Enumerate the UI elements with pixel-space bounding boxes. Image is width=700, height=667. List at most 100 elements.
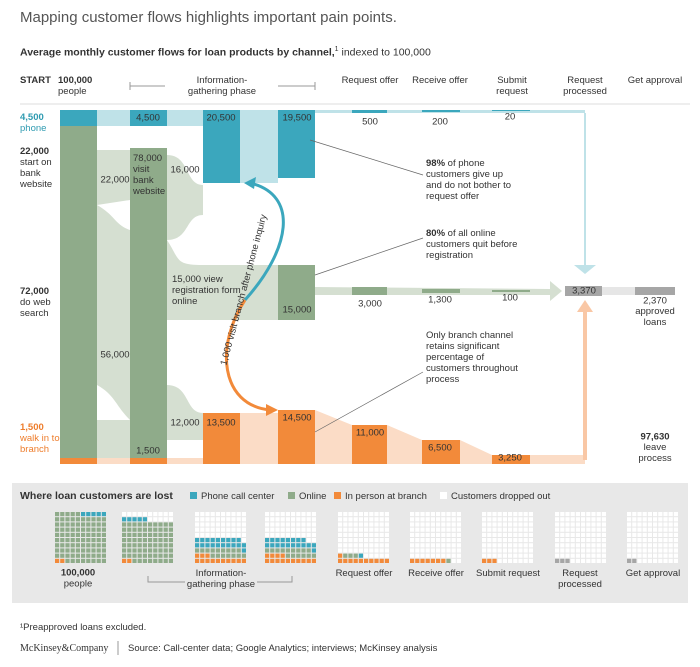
waffle-cell-empty xyxy=(642,558,647,563)
waffle-cell-empty xyxy=(205,522,210,527)
waffle-cell xyxy=(153,543,158,548)
waffle-cell xyxy=(236,553,241,558)
waffle-cell-empty xyxy=(570,558,575,563)
waffle-cell-empty xyxy=(353,543,358,548)
legend-swatch xyxy=(288,492,295,499)
waffle-cell-empty xyxy=(508,517,513,522)
waffle-cell-empty xyxy=(528,553,533,558)
waffle-cell-empty xyxy=(570,517,575,522)
waffle-cell-empty xyxy=(632,532,637,537)
waffle-cell xyxy=(86,548,91,553)
waffle-cell-empty xyxy=(637,553,642,558)
waffle-cell-empty xyxy=(647,538,652,543)
waffle-cell-empty xyxy=(586,538,591,543)
waffle-cell-empty xyxy=(601,558,606,563)
waffle-cell-empty xyxy=(591,512,596,517)
waffle-cell-empty xyxy=(275,527,280,532)
waffle-cell-empty xyxy=(637,532,642,537)
waffle-cell xyxy=(200,553,205,558)
waffle-cell-empty xyxy=(343,527,348,532)
waffle-cell xyxy=(65,517,70,522)
waffle-cell xyxy=(306,558,311,563)
waffle-cell-empty xyxy=(379,512,384,517)
waffle-cell-empty xyxy=(632,553,637,558)
flow-label: 13,500 xyxy=(206,417,236,429)
waffle-cell-empty xyxy=(226,527,231,532)
flow xyxy=(167,458,203,464)
waffle-cell-empty xyxy=(586,512,591,517)
bar xyxy=(278,265,315,320)
waffle-cell-empty xyxy=(241,517,246,522)
waffle-cell xyxy=(70,522,75,527)
waffle-cell-empty xyxy=(497,532,502,537)
flow-gap xyxy=(97,200,130,420)
waffle-cell xyxy=(210,558,215,563)
waffle-cell xyxy=(236,543,241,548)
waffle-cell-empty xyxy=(518,543,523,548)
waffle-cell-empty xyxy=(425,527,430,532)
waffle-cell-empty xyxy=(555,512,560,517)
waffle-cell-empty xyxy=(497,553,502,558)
waffle-cell-empty xyxy=(280,522,285,527)
waffle-cell-empty xyxy=(410,517,415,522)
annotation: 80% of all online customers quit before … xyxy=(426,228,518,261)
waffle-cell xyxy=(65,543,70,548)
waffle-cell-empty xyxy=(446,517,451,522)
waffle-cell-empty xyxy=(523,553,528,558)
waffle-cell-empty xyxy=(508,538,513,543)
waffle-cell-empty xyxy=(523,517,528,522)
waffle-cell-empty xyxy=(581,538,586,543)
waffle-cell-empty xyxy=(508,532,513,537)
waffle-cell xyxy=(280,548,285,553)
waffle-cell-empty xyxy=(358,527,363,532)
waffle-cell-empty xyxy=(205,527,210,532)
waffle-cell-empty xyxy=(275,512,280,517)
waffle-cell-empty xyxy=(364,512,369,517)
waffle-cell-empty xyxy=(358,548,363,553)
waffle-cell-empty xyxy=(591,558,596,563)
waffle-cell-empty xyxy=(410,512,415,517)
header-bracket xyxy=(129,82,316,90)
waffle-cell-empty xyxy=(591,543,596,548)
waffle-cell-empty xyxy=(420,538,425,543)
waffle-cell xyxy=(142,522,147,527)
stage-header: Get approval xyxy=(627,75,683,86)
waffle-cell-empty xyxy=(518,553,523,558)
waffle-cell-empty xyxy=(632,512,637,517)
waffle-cell xyxy=(153,522,158,527)
waffle-cell-empty xyxy=(265,517,270,522)
waffle-cell-empty xyxy=(291,512,296,517)
waffle-cell-empty xyxy=(369,543,374,548)
bar xyxy=(352,425,387,464)
waffle-cell-empty xyxy=(153,517,158,522)
waffle-cell xyxy=(75,558,80,563)
waffle-cell-empty xyxy=(343,543,348,548)
waffle-cell xyxy=(241,553,246,558)
waffle-cell-empty xyxy=(358,538,363,543)
waffle-cell xyxy=(127,517,132,522)
outcome-value: 2,370 xyxy=(643,295,667,307)
waffle-cell xyxy=(301,558,306,563)
waffle-cell xyxy=(70,553,75,558)
waffle-cell-empty xyxy=(231,532,236,537)
panel xyxy=(12,483,688,603)
waffle-cell-empty xyxy=(221,527,226,532)
waffle-cell xyxy=(142,558,147,563)
waffle-cell xyxy=(265,548,270,553)
waffle-cell xyxy=(226,543,231,548)
bar xyxy=(492,455,530,464)
waffle-cell xyxy=(301,538,306,543)
waffle-cell-empty xyxy=(425,532,430,537)
waffle-cell xyxy=(96,522,101,527)
waffle-cell-empty xyxy=(236,512,241,517)
waffle-cell xyxy=(132,527,137,532)
waffle-cell-empty xyxy=(374,532,379,537)
waffle-cell-empty xyxy=(658,543,663,548)
waffle-cell xyxy=(358,558,363,563)
flow-label: 20 xyxy=(504,111,516,123)
waffle-cell-empty xyxy=(456,538,461,543)
waffle-cell xyxy=(153,527,158,532)
waffle-cell-empty xyxy=(241,512,246,517)
waffle-cell-empty xyxy=(596,517,601,522)
